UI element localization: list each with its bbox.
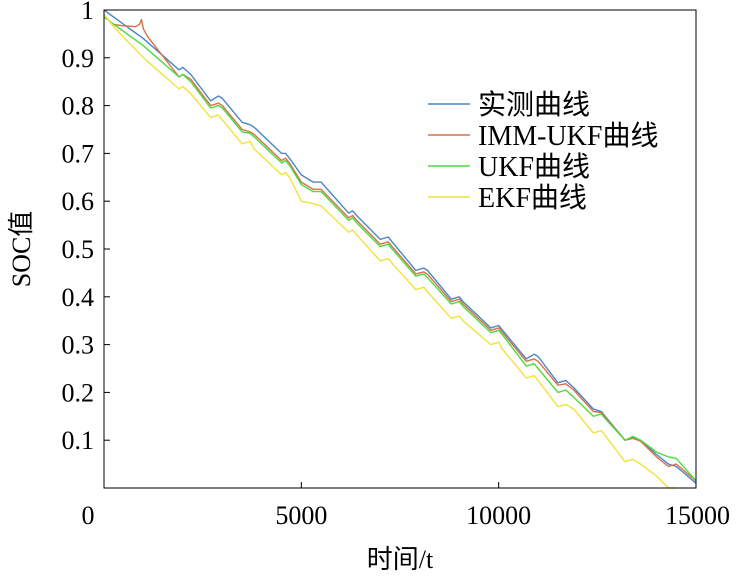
y-tick-label: 0.1 [62,426,95,455]
y-tick-label: 0.6 [62,187,95,216]
x-tick-label: 15000 [665,501,730,530]
series-line-3 [103,16,697,482]
y-tick-label: 1 [81,0,94,25]
legend-label: 实测曲线 [478,89,590,121]
series-line-4 [103,14,677,489]
legend-label: IMM-UKF曲线 [478,120,658,152]
x-tick-label: 5000 [275,501,327,530]
legend-label: EKF曲线 [478,182,587,214]
y-tick-label: 0.4 [62,283,95,312]
y-tick-label: 0.5 [62,235,95,264]
y-tick-label: 0.3 [62,331,95,360]
y-tick-label: 0.7 [62,139,95,168]
y-axis-ticks: 0.1 0.2 0.3 0.4 0.5 0.6 0.7 0.8 0.9 1 [62,0,110,455]
y-tick-label: 0.8 [62,92,95,121]
y-tick-label: 0.2 [62,378,95,407]
legend-label: UKF曲线 [478,151,590,183]
x-axis-ticks: 0 5000 10000 15000 [82,482,730,530]
series-layer [103,9,697,489]
x-tick-label: 0 [82,501,95,530]
x-axis-title: 时间/t [367,545,434,574]
y-axis-title: SOC值 [7,211,36,288]
y-tick-label: 0.9 [62,44,95,73]
x-tick-label: 10000 [466,501,531,530]
